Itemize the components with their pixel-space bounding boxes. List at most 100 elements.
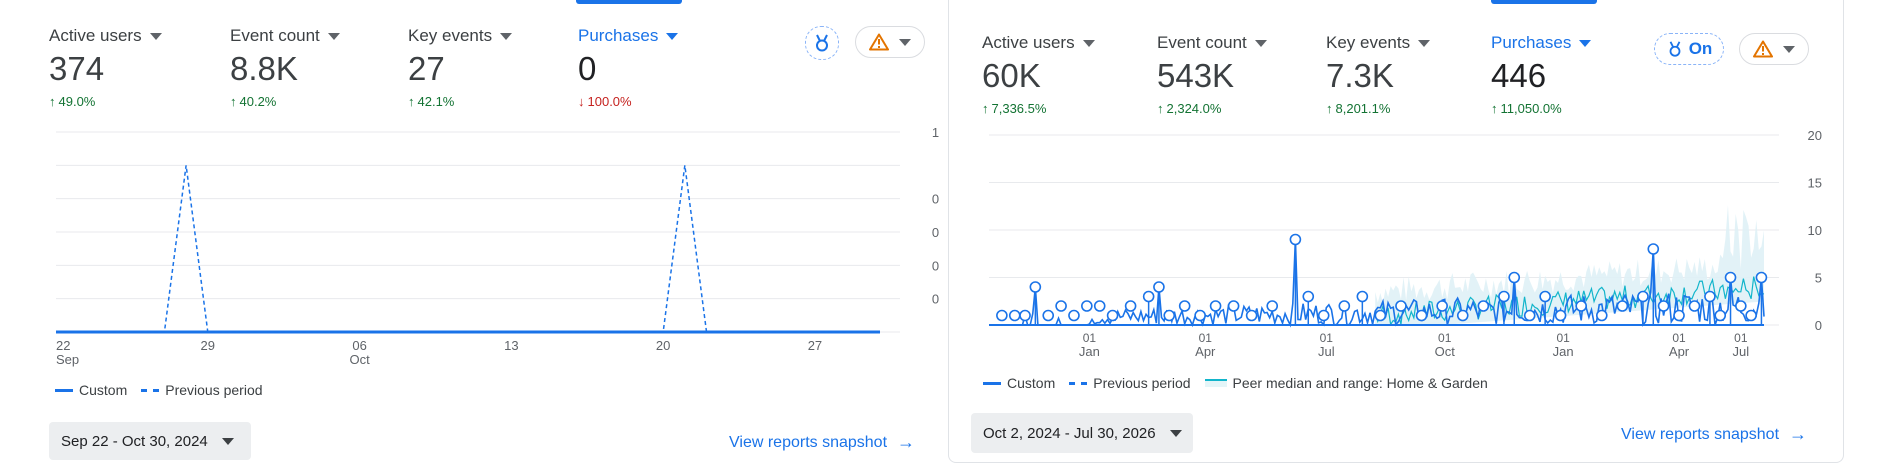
metric-value: 27 <box>408 50 445 87</box>
x-tick-label: 01 <box>1199 331 1213 345</box>
legend-item-previous-period: Previous period <box>1069 375 1191 391</box>
x-tick-month-label: Oct <box>1435 344 1456 359</box>
caret-down-icon <box>666 32 679 40</box>
x-tick-label: 06 <box>352 338 366 353</box>
metric-tab-event-count[interactable]: Event count 8.8K ↑ 40.2% <box>230 26 340 109</box>
anomaly-point <box>1055 300 1067 312</box>
anomaly-point <box>1374 309 1387 322</box>
y-tick-label: 0.2 <box>932 292 940 307</box>
x-tick-label: 27 <box>808 338 822 353</box>
arrow-up-icon: ↑ <box>408 94 415 109</box>
metric-tab-active-users[interactable]: Active users 374 ↑ 49.0% <box>49 26 162 109</box>
x-tick-label: 22 <box>56 338 70 353</box>
anomaly-point <box>1477 300 1490 312</box>
date-range-button[interactable]: Oct 2, 2024 - Jul 30, 2026 <box>971 413 1193 453</box>
anomaly-point <box>1657 300 1670 312</box>
anomaly-point <box>1688 300 1701 312</box>
caret-down-icon <box>1254 39 1267 47</box>
selected-tab-indicator <box>576 0 682 4</box>
anomaly-point <box>1093 300 1106 312</box>
anomaly-point <box>1178 300 1191 312</box>
y-tick-label: 0.8 <box>932 192 940 207</box>
anomaly-point <box>1153 281 1165 293</box>
y-tick-label: 15 <box>1808 176 1822 191</box>
metric-tab-event-count[interactable]: Event count 543K ↑ 2,324.0% <box>1157 33 1267 116</box>
x-tick-label: 01 <box>1734 331 1748 345</box>
legend-item-previous-period: Previous period <box>141 382 263 398</box>
anomaly-point <box>1142 290 1155 303</box>
anomaly-point <box>1575 300 1587 312</box>
x-tick-month-label: Sep <box>56 352 79 367</box>
medal-icon <box>1669 41 1681 57</box>
anomaly-point <box>1456 309 1469 322</box>
anomaly-point <box>1227 300 1240 312</box>
anomaly-point <box>1008 309 1021 322</box>
anomaly-point <box>1539 290 1551 303</box>
metric-change: ↑ 2,324.0% <box>1157 101 1222 116</box>
solid-line-swatch-icon <box>55 388 73 392</box>
metric-tab-key-events[interactable]: Key events 27 ↑ 42.1% <box>408 26 513 109</box>
x-tick-label: 01 <box>1320 331 1334 345</box>
anomaly-point <box>1194 309 1206 322</box>
legend-item-peer-median: Peer median and range: Home & Garden <box>1204 375 1488 391</box>
anomaly-point <box>1724 271 1737 284</box>
metric-tab-active-users[interactable]: Active users 60K ↑ 7,336.5% <box>982 33 1095 116</box>
metric-change: ↑ 42.1% <box>408 94 455 109</box>
metric-label: Event count <box>230 26 340 46</box>
metric-value: 60K <box>982 57 1041 94</box>
caret-down-icon <box>221 437 234 445</box>
arrow-up-icon: ↑ <box>230 94 237 109</box>
x-tick-month-label: Apr <box>1669 344 1690 359</box>
x-tick-month-label: Jul <box>1733 344 1750 359</box>
metric-tab-purchases[interactable]: Purchases 0 ↓ 100.0% <box>578 26 679 109</box>
arrow-up-icon: ↑ <box>49 94 56 109</box>
metric-change: ↑ 49.0% <box>49 94 96 109</box>
date-range-label: Oct 2, 2024 - Jul 30, 2026 <box>983 424 1156 442</box>
alerts-dropdown-button[interactable] <box>1739 33 1809 65</box>
insights-on-badge-button[interactable]: On <box>1654 33 1724 65</box>
anomaly-point <box>1554 309 1567 322</box>
x-tick-month-label: Jan <box>1079 344 1100 359</box>
anomaly-point <box>1755 271 1768 284</box>
y-tick-label: 0 <box>1815 318 1822 333</box>
x-tick-month-label: Jan <box>1553 344 1574 359</box>
anomaly-point <box>1704 290 1716 303</box>
caret-down-icon <box>1169 429 1182 437</box>
solid-line-swatch-icon <box>983 381 1001 385</box>
view-reports-snapshot-link[interactable]: View reports snapshot → <box>729 432 916 452</box>
y-tick-label: 10 <box>1808 223 1822 238</box>
x-tick-label: 01 <box>1556 331 1570 345</box>
metric-label: Active users <box>49 26 162 46</box>
metric-tab-key-events[interactable]: Key events 7.3K ↑ 8,201.1% <box>1326 33 1431 116</box>
anomaly-point <box>1106 309 1119 322</box>
arrow-up-icon: ↑ <box>1157 101 1164 116</box>
anomaly-point <box>1081 300 1093 312</box>
date-range-button[interactable]: Sep 22 - Oct 30, 2024 <box>49 422 251 460</box>
legend-item-custom: Custom <box>55 382 127 398</box>
arrow-up-icon: ↑ <box>1326 101 1333 116</box>
peer-range-band <box>1375 205 1764 325</box>
chart-legend: Custom Previous period <box>55 382 277 398</box>
metric-label: Event count <box>1157 33 1267 53</box>
insights-badge-button[interactable] <box>805 26 839 60</box>
metric-label: Active users <box>982 33 1095 53</box>
alerts-dropdown-button[interactable] <box>855 26 925 58</box>
arrow-up-icon: ↑ <box>982 101 989 116</box>
x-tick-month-label: Oct <box>349 352 370 367</box>
anomaly-point <box>1245 309 1258 322</box>
legend-item-custom: Custom <box>983 375 1055 391</box>
anomaly-point <box>1508 271 1521 284</box>
y-tick-label: 20 <box>1808 128 1822 143</box>
selected-tab-indicator <box>1491 0 1597 4</box>
x-tick-label: 29 <box>201 338 215 353</box>
x-tick-month-label: Jul <box>1318 344 1335 359</box>
metric-tab-purchases[interactable]: Purchases 446 ↑ 11,050.0% <box>1491 33 1592 116</box>
anomaly-point <box>1317 309 1330 322</box>
warning-triangle-icon <box>1753 40 1773 58</box>
anomaly-point <box>1637 290 1649 303</box>
anomaly-point <box>1356 290 1369 303</box>
view-reports-snapshot-link[interactable]: View reports snapshot → <box>1621 424 1808 444</box>
metric-value: 446 <box>1491 57 1547 94</box>
date-range-label: Sep 22 - Oct 30, 2024 <box>61 432 208 450</box>
